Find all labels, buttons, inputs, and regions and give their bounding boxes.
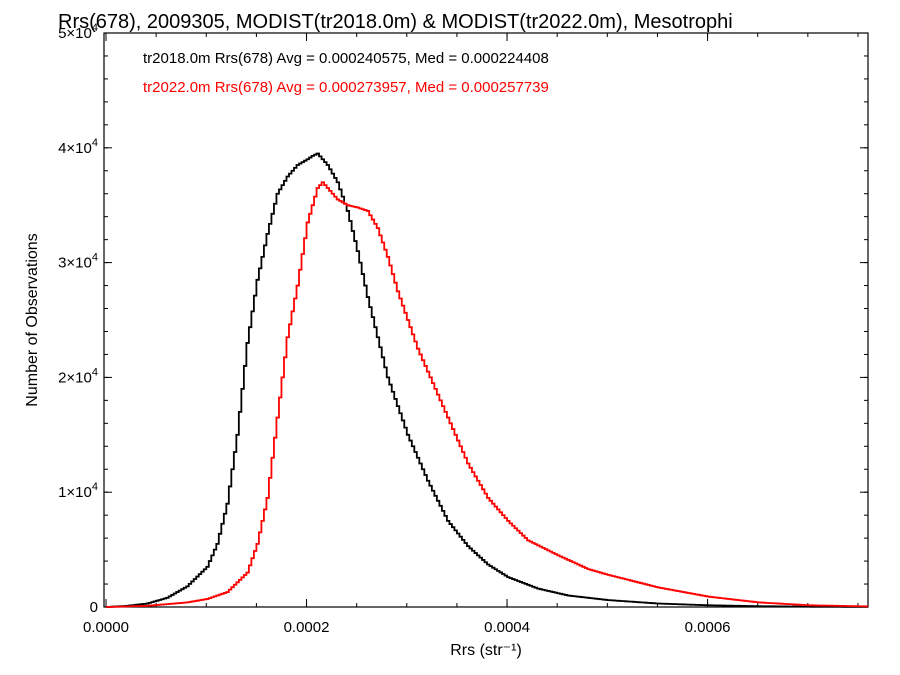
- y-tick-label: 5×104: [58, 22, 98, 42]
- x-axis-ticks: 0.0000 0.0002 0.0004 0.0006: [83, 33, 859, 636]
- y-tick-label: 4×104: [58, 137, 98, 157]
- x-axis-label: Rrs (str⁻¹): [450, 642, 522, 659]
- legend-entry-tr2022: tr2022.0m Rrs(678) Avg = 0.000273957, Me…: [143, 79, 549, 96]
- series-layer: [105, 152, 869, 608]
- x-tick-label: 0.0004: [484, 619, 530, 636]
- y-tick-label: 2×104: [58, 366, 98, 386]
- y-axis-ticks: 0 1×104 2×104 3×104 4×104 5×104: [58, 22, 868, 616]
- series-line-0: [106, 152, 868, 608]
- y-axis-label: Number of Observations: [24, 233, 41, 406]
- y-tick-label: 0: [90, 599, 98, 616]
- y-tick-label: 3×104: [58, 252, 98, 272]
- legend-entry-tr2018: tr2018.0m Rrs(678) Avg = 0.000240575, Me…: [143, 50, 549, 67]
- y-tick-label: 1×104: [58, 481, 98, 501]
- plot-frame: [103, 32, 869, 608]
- chart-title: Rrs(678), 2009305, MODIST(tr2018.0m) & M…: [58, 11, 733, 33]
- x-tick-label: 0.0006: [685, 619, 731, 636]
- x-tick-label: 0.0002: [284, 619, 330, 636]
- x-tick-label: 0.0000: [83, 619, 129, 636]
- series-line-1: [106, 181, 868, 608]
